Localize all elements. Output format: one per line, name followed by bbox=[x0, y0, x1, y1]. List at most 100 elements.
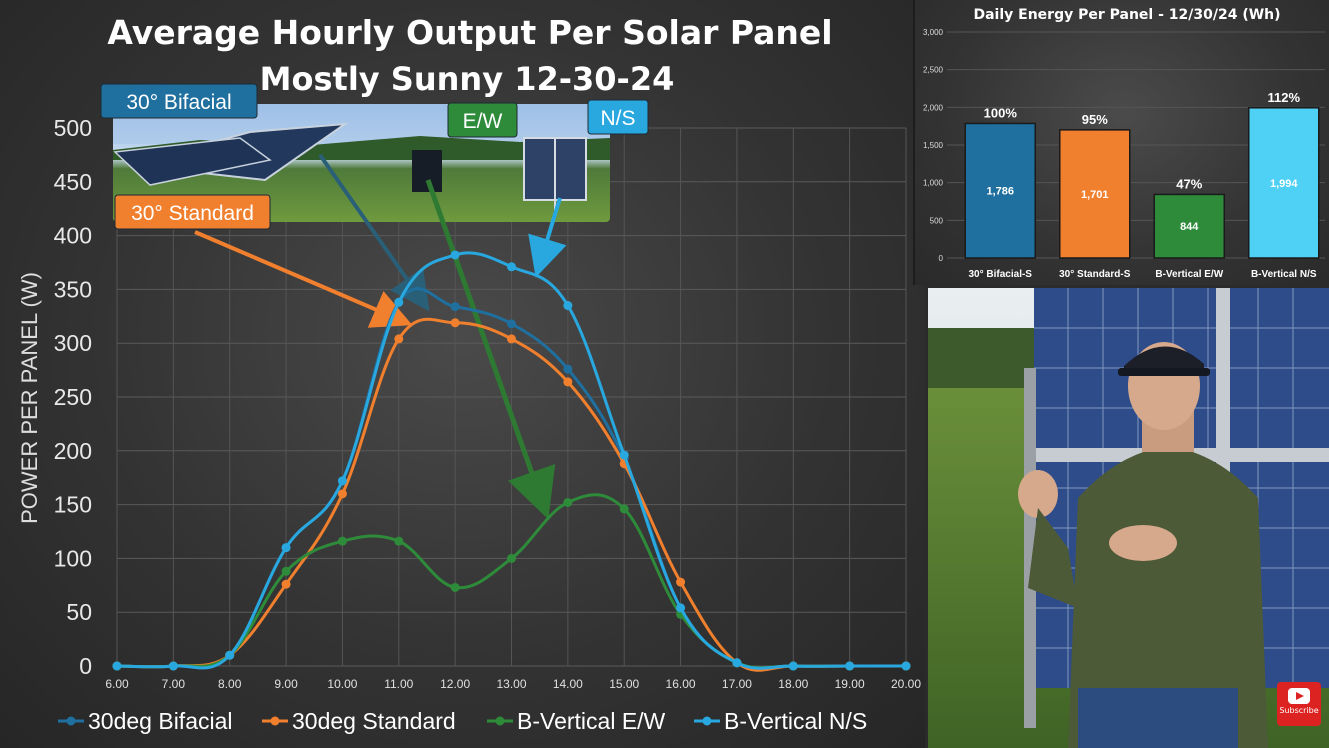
chart-title: Average Hourly Output Per Solar Panel bbox=[107, 13, 832, 52]
legend-swatch-marker bbox=[270, 716, 280, 726]
bar-y-tick-label: 1,000 bbox=[923, 179, 944, 188]
data-point bbox=[507, 334, 516, 344]
legend-item: B-Vertical N/S bbox=[694, 708, 867, 734]
x-tick-label: 10.00 bbox=[327, 677, 357, 691]
y-tick-label: 300 bbox=[54, 330, 92, 356]
bar-group: 47% 844 B-Vertical E/W bbox=[1153, 176, 1225, 280]
callout-box bbox=[114, 194, 271, 230]
bar bbox=[1248, 107, 1320, 259]
x-tick-label: 11.00 bbox=[384, 677, 413, 691]
data-point bbox=[563, 301, 573, 311]
y-tick-labels: 0 50 100 150 200 250 300 350 400 450 500 bbox=[54, 115, 92, 679]
callout-label: E/W bbox=[463, 110, 503, 133]
bar-percent-label: 95% bbox=[1082, 112, 1108, 127]
callout-labels: 30° Bifacial 30° Standard E/W N/S bbox=[100, 83, 649, 230]
legend-item: B-Vertical E/W bbox=[487, 708, 666, 734]
bar-y-tick-label: 1,500 bbox=[923, 141, 944, 150]
data-point bbox=[563, 364, 573, 374]
y-tick-label: 450 bbox=[54, 169, 92, 195]
legend-label: 30deg Standard bbox=[292, 708, 456, 734]
callout-30-bifacial: 30° Bifacial bbox=[100, 83, 258, 119]
data-point bbox=[507, 319, 516, 329]
series-b-vertical-n-s bbox=[112, 250, 911, 671]
subscribe-label: Subscribe bbox=[1279, 706, 1319, 715]
data-point bbox=[563, 377, 573, 387]
x-tick-label: 14.00 bbox=[553, 677, 583, 691]
callout-n-s: N/S bbox=[587, 99, 649, 135]
legend-label: B-Vertical N/S bbox=[724, 708, 867, 734]
callout-e-w: E/W bbox=[447, 102, 518, 138]
bar-value-label: 1,701 bbox=[1081, 189, 1109, 201]
y-axis-title: POWER PER PANEL (W) bbox=[17, 272, 42, 524]
bar-percent-label: 47% bbox=[1176, 176, 1202, 191]
callout-label: 30° Standard bbox=[131, 202, 254, 225]
data-point bbox=[732, 658, 742, 668]
data-point bbox=[281, 543, 291, 553]
bar bbox=[964, 122, 1036, 259]
bar-y-tick-label: 500 bbox=[930, 216, 944, 225]
legend-label: B-Vertical E/W bbox=[517, 708, 666, 734]
x-tick-label: 12.00 bbox=[440, 677, 470, 691]
data-point bbox=[112, 661, 122, 671]
data-point bbox=[563, 497, 573, 507]
y-tick-label: 350 bbox=[54, 276, 92, 302]
data-point bbox=[676, 577, 686, 587]
legend-item: 30deg Standard bbox=[262, 708, 456, 734]
data-point bbox=[394, 536, 404, 546]
presenter bbox=[1018, 342, 1268, 748]
data-point bbox=[619, 504, 629, 514]
y-tick-label: 0 bbox=[79, 653, 92, 679]
callout-label: N/S bbox=[600, 107, 635, 130]
y-tick-label: 500 bbox=[54, 115, 92, 141]
x-tick-label: 8.00 bbox=[218, 677, 242, 691]
data-point bbox=[281, 579, 291, 589]
bar-percent-label: 100% bbox=[984, 105, 1018, 120]
x-tick-label: 18.00 bbox=[778, 677, 808, 691]
data-point bbox=[450, 302, 460, 312]
bar-category-label: 30° Standard-S bbox=[1059, 269, 1131, 280]
x-tick-label: 9.00 bbox=[274, 677, 298, 691]
data-point bbox=[337, 476, 347, 486]
x-tick-label: 19.00 bbox=[835, 677, 865, 691]
daily-energy-bar-chart-panel: Daily Energy Per Panel - 12/30/24 (Wh) 0 5… bbox=[913, 0, 1329, 285]
main-chart-panel: 0 50 100 150 200 250 300 350 400 450 500 6.00 7.00 8… bbox=[0, 0, 925, 748]
bar-y-tick-label: 0 bbox=[939, 254, 944, 263]
data-point bbox=[845, 661, 855, 671]
data-point bbox=[450, 582, 460, 592]
legend-swatch-marker bbox=[495, 716, 505, 726]
daily-energy-bar-chart: Daily Energy Per Panel - 12/30/24 (Wh) 0 5… bbox=[923, 7, 1325, 280]
x-tick-label: 20.00 bbox=[891, 677, 921, 691]
data-point bbox=[619, 450, 629, 460]
subscribe-button[interactable]: Subscribe bbox=[1277, 682, 1321, 726]
bar-value-label: 1,786 bbox=[986, 186, 1014, 198]
data-point bbox=[281, 566, 291, 576]
presenter-video-frame bbox=[928, 288, 1329, 748]
data-point bbox=[507, 262, 516, 272]
x-tick-label: 7.00 bbox=[162, 677, 186, 691]
presenter-video-panel: Subscribe bbox=[928, 288, 1329, 748]
data-point bbox=[450, 318, 460, 328]
bar bbox=[1059, 129, 1131, 259]
bar-group: 100% 1,786 30° Bifacial-S bbox=[964, 105, 1036, 280]
data-point bbox=[788, 661, 798, 671]
y-tick-label: 50 bbox=[66, 599, 92, 625]
y-axis-label: POWER PER PANEL (W) bbox=[17, 272, 42, 524]
data-point bbox=[225, 650, 235, 660]
data-point bbox=[676, 603, 686, 613]
x-tick-label: 17.00 bbox=[722, 677, 752, 691]
x-tick-label: 16.00 bbox=[666, 677, 696, 691]
bar-category-label: B-Vertical E/W bbox=[1155, 269, 1223, 280]
callout-box bbox=[100, 83, 258, 119]
y-tick-label: 200 bbox=[54, 438, 92, 464]
bar-category-label: B-Vertical N/S bbox=[1251, 269, 1317, 280]
chart-title-block: Average Hourly Output Per Solar Panel Mos… bbox=[107, 13, 832, 98]
data-point bbox=[168, 661, 178, 671]
bar-y-tick-label: 2,000 bbox=[923, 103, 944, 112]
y-tick-label: 250 bbox=[54, 384, 92, 410]
play-icon bbox=[1288, 688, 1310, 704]
data-point bbox=[337, 536, 347, 546]
legend-item: 30deg Bifacial bbox=[58, 708, 233, 734]
bar bbox=[1153, 193, 1225, 259]
bar-chart-title: Daily Energy Per Panel - 12/30/24 (Wh) bbox=[973, 7, 1280, 23]
legend-label: 30deg Bifacial bbox=[88, 708, 233, 734]
